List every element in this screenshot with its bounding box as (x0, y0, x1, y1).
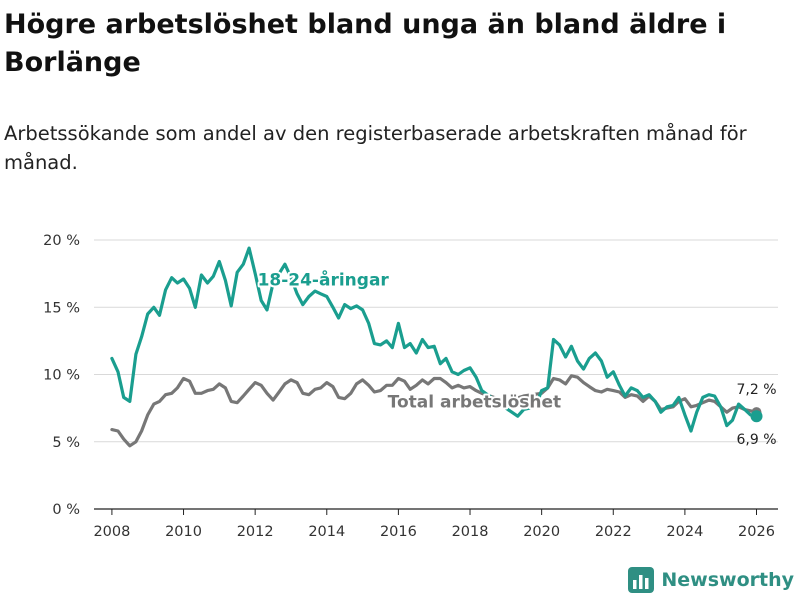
x-tick-label: 2018 (452, 524, 489, 540)
total-series-label-halo: Total arbetslöshet (388, 392, 562, 412)
x-tick-label: 2016 (380, 524, 417, 540)
young-end-value-label: 6,9 % (736, 432, 776, 448)
total-series-label: Total arbetslöshet (388, 392, 562, 412)
y-tick-label: 0 % (52, 502, 80, 518)
axes: 0 % 5 % 10 % 15 % 20 % 2008 2010 2012 2014 2016 20… (43, 233, 778, 540)
bar-chart-logo-icon (628, 567, 655, 593)
y-tick-label: 15 % (43, 300, 80, 316)
young-end-point (750, 410, 763, 423)
x-tick-label: 2024 (666, 524, 703, 540)
x-tick-label: 2026 (738, 524, 775, 540)
x-tick-label: 2012 (237, 524, 274, 540)
young-series-line (110, 246, 759, 433)
series-lines (110, 246, 763, 448)
brand-logo[interactable]: Newsworthy (627, 566, 794, 594)
x-tick-label: 2022 (595, 524, 632, 540)
young-series-label: 18-24-åringar (258, 269, 390, 291)
young-series-label-halo: 18-24-åringar (258, 269, 390, 291)
y-tick-label: 20 % (43, 233, 80, 249)
total-end-value-label: 7,2 % (736, 382, 776, 398)
chart-title: Högre arbetslöshet bland unga än bland ä… (4, 9, 727, 78)
grid-lines (94, 239, 778, 443)
y-tick-label: 10 % (43, 368, 80, 384)
x-tick-label: 2008 (93, 524, 130, 540)
brand-name: Newsworthy (661, 569, 794, 591)
x-tick-label: 2014 (308, 524, 345, 540)
x-tick-label: 2020 (523, 524, 560, 540)
y-tick-label: 5 % (52, 435, 80, 451)
chart-subtitle: Arbetssökande som andel av den registerb… (4, 122, 747, 174)
x-tick-label: 2010 (165, 524, 202, 540)
